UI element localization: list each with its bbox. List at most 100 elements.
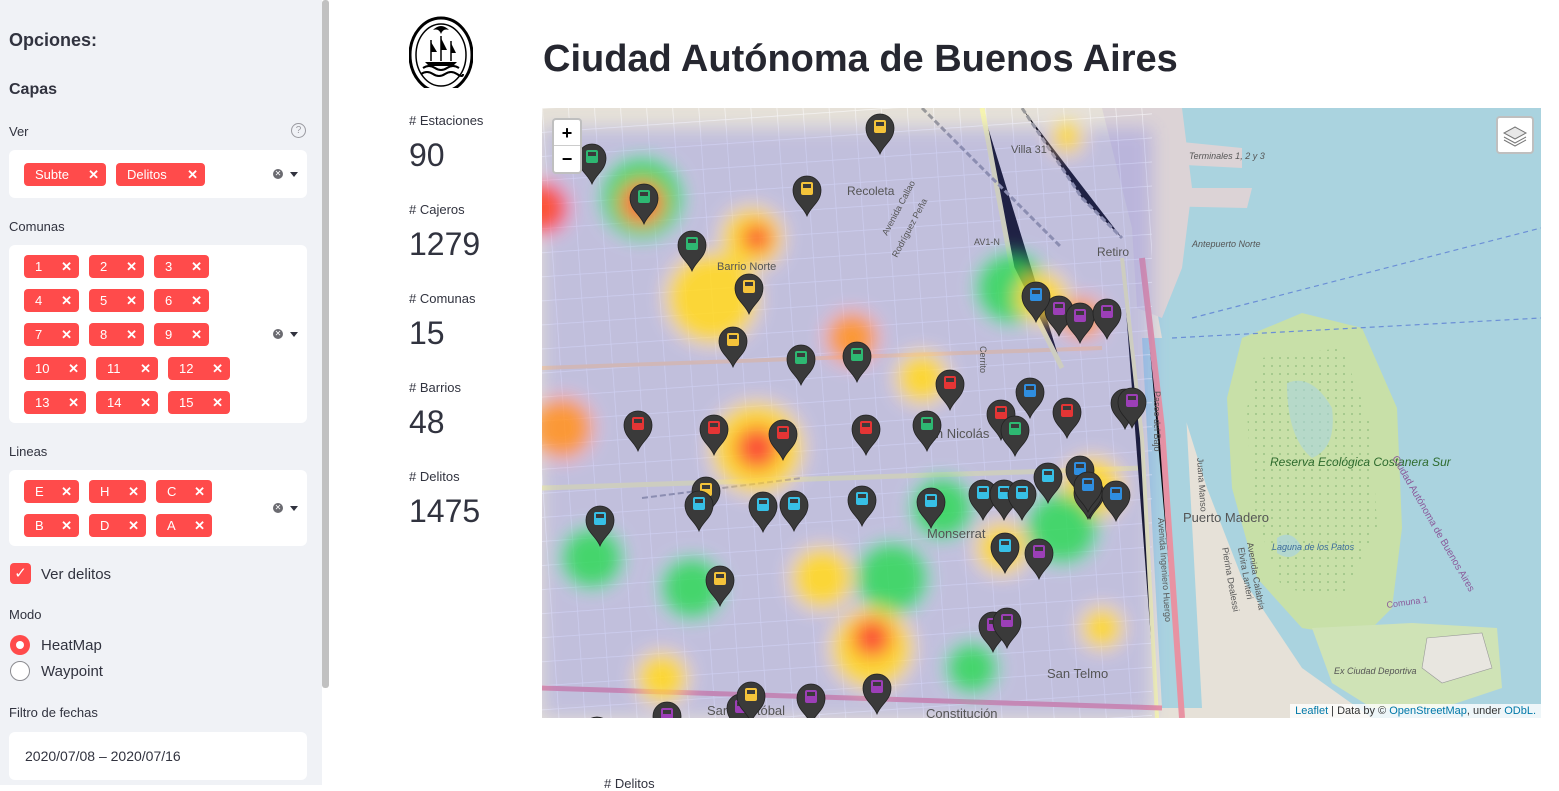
station-marker-B[interactable]: [986, 399, 1016, 442]
station-marker-B[interactable]: [851, 414, 881, 457]
station-marker-A[interactable]: [968, 479, 998, 522]
remove-icon[interactable]: ✕: [68, 361, 79, 376]
station-marker-D[interactable]: [629, 183, 659, 226]
station-marker-E[interactable]: [652, 701, 682, 718]
remove-icon[interactable]: ✕: [140, 395, 151, 410]
radio-waypoint[interactable]: [10, 661, 30, 681]
map-canvas[interactable]: Villa 31 Recoleta Retiro Barrio Norte Sa…: [542, 108, 1541, 718]
comuna-tag[interactable]: 4 ✕: [24, 289, 79, 312]
linea-tag[interactable]: B ✕: [24, 514, 79, 537]
station-marker-H[interactable]: [865, 113, 895, 156]
station-marker-A[interactable]: [585, 505, 615, 548]
linea-tag[interactable]: D ✕: [89, 514, 146, 537]
remove-icon[interactable]: ✕: [61, 293, 72, 308]
radio-heatmap[interactable]: [10, 635, 30, 655]
remove-icon[interactable]: ✕: [191, 259, 202, 274]
comuna-tag[interactable]: 1 ✕: [24, 255, 79, 278]
remove-icon[interactable]: ✕: [88, 167, 99, 182]
station-marker-E[interactable]: [992, 607, 1022, 650]
chevron-down-icon[interactable]: [290, 506, 298, 511]
linea-tag[interactable]: A ✕: [156, 514, 212, 537]
remove-icon[interactable]: ✕: [126, 259, 137, 274]
leaflet-link[interactable]: Leaflet: [1295, 705, 1329, 717]
station-marker-E[interactable]: [796, 683, 826, 718]
ver-delitos-checkbox[interactable]: ✓: [10, 563, 31, 584]
station-marker-A[interactable]: [1007, 479, 1037, 522]
zoom-out-button[interactable]: −: [561, 149, 573, 169]
clear-all-icon[interactable]: ✕: [273, 169, 283, 179]
zoom-in-button[interactable]: +: [554, 120, 580, 146]
comuna-tag[interactable]: 11 ✕: [96, 357, 158, 380]
remove-icon[interactable]: ✕: [194, 518, 205, 533]
date-range-input[interactable]: 2020/07/08 – 2020/07/16: [9, 732, 307, 780]
station-marker-H[interactable]: [734, 273, 764, 316]
station-marker-H[interactable]: [718, 326, 748, 369]
linea-tag[interactable]: C ✕: [156, 480, 212, 503]
remove-icon[interactable]: ✕: [61, 518, 72, 533]
ver-multiselect[interactable]: Subte ✕ Delitos ✕ ✕: [9, 150, 307, 198]
station-marker-B[interactable]: [768, 419, 798, 462]
remove-icon[interactable]: ✕: [68, 395, 79, 410]
station-marker-E[interactable]: [1024, 538, 1054, 581]
chevron-down-icon[interactable]: [290, 332, 298, 337]
comuna-tag[interactable]: 5 ✕: [89, 289, 144, 312]
layers-control-button[interactable]: [1496, 116, 1534, 154]
remove-icon[interactable]: ✕: [126, 327, 137, 342]
comuna-tag[interactable]: 14 ✕: [96, 391, 158, 414]
chevron-down-icon[interactable]: [290, 172, 298, 177]
station-marker-H[interactable]: [705, 565, 735, 608]
station-marker-B[interactable]: [1052, 397, 1082, 440]
linea-tag[interactable]: H ✕: [89, 480, 146, 503]
station-marker-A[interactable]: [779, 490, 809, 533]
map-container[interactable]: Villa 31 Recoleta Retiro Barrio Norte Sa…: [542, 108, 1541, 718]
station-marker-A[interactable]: [748, 491, 778, 534]
comuna-tag[interactable]: 12 ✕: [168, 357, 230, 380]
station-marker-A[interactable]: [847, 485, 877, 528]
remove-icon[interactable]: ✕: [128, 518, 139, 533]
lineas-multiselect[interactable]: E ✕ H ✕ C ✕ B ✕ D ✕ A ✕ ✕: [9, 470, 307, 546]
station-marker-E[interactable]: [583, 716, 611, 718]
clear-all-icon[interactable]: ✕: [273, 503, 283, 513]
station-marker-C[interactable]: [1021, 281, 1051, 324]
remove-icon[interactable]: ✕: [212, 395, 223, 410]
station-marker-E[interactable]: [1092, 298, 1122, 341]
station-marker-B[interactable]: [623, 410, 653, 453]
help-icon[interactable]: ?: [291, 123, 306, 138]
station-marker-A[interactable]: [1033, 462, 1063, 505]
comunas-multiselect[interactable]: 1 ✕ 2 ✕ 3 ✕ 4 ✕ 5 ✕ 6 ✕ 7 ✕ 8 ✕ 9 ✕ 10 ✕ 11 ✕ 12 ✕ 1…: [9, 245, 307, 423]
comuna-tag[interactable]: 8 ✕: [89, 323, 144, 346]
station-marker-C[interactable]: [1073, 471, 1103, 514]
station-marker-B[interactable]: [935, 369, 965, 412]
station-marker-H[interactable]: [736, 681, 766, 718]
remove-icon[interactable]: ✕: [61, 259, 72, 274]
station-marker-C[interactable]: [1015, 377, 1045, 420]
ver-tag-delitos[interactable]: Delitos ✕: [116, 163, 205, 186]
station-marker-D[interactable]: [842, 341, 872, 384]
station-marker-C[interactable]: [1101, 480, 1131, 523]
comuna-tag[interactable]: 13 ✕: [24, 391, 86, 414]
sidebar-scrollbar[interactable]: [322, 0, 329, 688]
station-marker-A[interactable]: [916, 487, 946, 530]
remove-icon[interactable]: ✕: [194, 484, 205, 499]
station-marker-E[interactable]: [1044, 295, 1074, 338]
station-marker-A[interactable]: [684, 490, 714, 533]
comuna-tag[interactable]: 3 ✕: [154, 255, 209, 278]
comuna-tag[interactable]: 2 ✕: [89, 255, 144, 278]
remove-icon[interactable]: ✕: [61, 327, 72, 342]
station-marker-E[interactable]: [1065, 302, 1095, 345]
station-marker-D[interactable]: [1000, 415, 1030, 458]
comuna-tag[interactable]: 10 ✕: [24, 357, 86, 380]
station-marker-D[interactable]: [677, 230, 707, 273]
station-marker-E[interactable]: [862, 673, 892, 716]
station-marker-E[interactable]: [1117, 387, 1147, 430]
station-marker-H[interactable]: [792, 175, 822, 218]
station-marker-D[interactable]: [786, 344, 816, 387]
ver-tag-subte[interactable]: Subte ✕: [24, 163, 106, 186]
remove-icon[interactable]: ✕: [61, 484, 72, 499]
remove-icon[interactable]: ✕: [212, 361, 223, 376]
remove-icon[interactable]: ✕: [191, 327, 202, 342]
station-marker-B[interactable]: [699, 414, 729, 457]
linea-tag[interactable]: E ✕: [24, 480, 79, 503]
remove-icon[interactable]: ✕: [126, 293, 137, 308]
remove-icon[interactable]: ✕: [128, 484, 139, 499]
